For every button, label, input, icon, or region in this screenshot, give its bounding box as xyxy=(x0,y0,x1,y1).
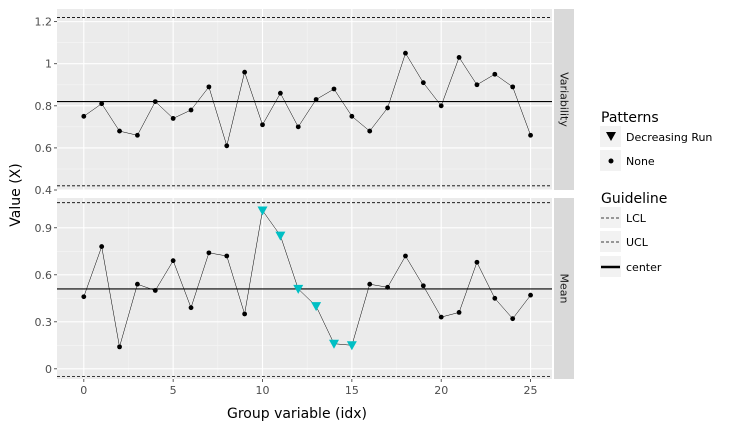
data-point xyxy=(438,103,444,109)
legend-patterns-title: Patterns xyxy=(601,110,659,126)
data-point xyxy=(135,132,140,138)
data-point xyxy=(510,316,516,322)
data-point xyxy=(99,244,105,249)
x-tick-label: 15 xyxy=(345,384,359,397)
data-point xyxy=(492,295,498,301)
data-point xyxy=(474,259,480,265)
strip-variability xyxy=(554,9,574,190)
strip-label: Variability xyxy=(558,72,571,127)
data-point xyxy=(170,116,176,121)
decreasing-run-point xyxy=(328,339,339,349)
y-tick-label: 0 xyxy=(45,363,52,376)
data-point xyxy=(456,55,462,60)
data-point xyxy=(420,283,426,289)
panels: 0.4 0.6 0.8 1 1.2 Variability 0 0.3 0.6 0.9 Mean 0 5… xyxy=(35,9,574,397)
x-tick-label: 0 xyxy=(80,384,87,397)
y-tick-label: 0.6 xyxy=(35,142,53,155)
y-tick-label: 0.4 xyxy=(35,184,53,197)
x-tick-label: 5 xyxy=(170,384,177,397)
y-tick-label: 0.9 xyxy=(35,222,53,235)
legend-none-label: None xyxy=(626,155,655,168)
data-point xyxy=(403,50,408,56)
data-point xyxy=(152,288,158,293)
x-axis-title: Group variable (idx) xyxy=(227,406,367,422)
data-point xyxy=(170,258,176,264)
panel-variability: 0.4 0.6 0.8 1 1.2 Variability xyxy=(35,9,574,197)
x-tick-label: 10 xyxy=(256,384,270,397)
y-tick-label: 1 xyxy=(45,58,52,71)
decreasing-run-point xyxy=(293,284,304,294)
data-point xyxy=(474,82,480,88)
data-point xyxy=(385,284,390,290)
data-point xyxy=(367,128,373,134)
data-point xyxy=(224,253,230,259)
y-axis-title: Value (X) xyxy=(8,163,24,226)
legend-none-marker xyxy=(608,158,614,164)
data-point xyxy=(367,281,373,287)
legend: Patterns Decreasing Run None Guideline L… xyxy=(600,110,712,277)
decreasing-run-point xyxy=(275,231,286,241)
data-point xyxy=(295,124,301,130)
legend-guideline-title: Guideline xyxy=(601,191,667,207)
legend-key-bg xyxy=(600,207,621,228)
decreasing-run-point xyxy=(257,206,268,216)
legend-lcl-label: LCL xyxy=(626,212,647,225)
data-point xyxy=(528,132,533,138)
data-point xyxy=(188,305,194,311)
panel-background xyxy=(57,9,552,190)
data-point xyxy=(242,69,248,75)
decreasing-run-point xyxy=(346,341,357,351)
data-point xyxy=(331,86,337,92)
data-point xyxy=(385,105,390,111)
data-point xyxy=(188,107,194,113)
data-point xyxy=(81,294,87,300)
data-point xyxy=(403,253,408,259)
data-point xyxy=(277,90,283,96)
data-point xyxy=(152,99,158,105)
data-point xyxy=(260,122,265,128)
strip-mean xyxy=(554,198,574,379)
series-line xyxy=(83,52,531,147)
data-point xyxy=(117,344,122,350)
x-tick-label: 25 xyxy=(524,384,538,397)
series-line xyxy=(83,209,531,347)
legend-key-bg xyxy=(600,231,621,252)
panel-mean: 0 0.3 0.6 0.9 Mean 0 5 10 15 20 25 xyxy=(35,198,574,397)
legend-decreasing-run-label: Decreasing Run xyxy=(626,131,712,144)
x-tick-label: 20 xyxy=(434,384,448,397)
data-point xyxy=(492,71,498,77)
data-point xyxy=(206,250,212,256)
data-point xyxy=(117,128,122,134)
data-point xyxy=(420,80,426,86)
data-point xyxy=(135,281,140,287)
legend-decreasing-run-marker xyxy=(606,132,616,141)
legend-center-label: center xyxy=(626,261,662,274)
data-point xyxy=(456,309,462,315)
data-point xyxy=(313,97,319,102)
y-tick-label: 0.6 xyxy=(35,269,53,282)
legend-ucl-label: UCL xyxy=(626,236,649,249)
data-point xyxy=(81,113,87,119)
data-point xyxy=(349,113,355,119)
data-point xyxy=(224,143,230,149)
data-point xyxy=(438,314,444,320)
y-tick-label: 0.3 xyxy=(35,316,53,329)
y-tick-label: 1.2 xyxy=(35,16,53,29)
data-point xyxy=(99,101,105,107)
data-point xyxy=(206,84,212,90)
y-tick-label: 0.8 xyxy=(35,100,53,113)
data-point xyxy=(528,292,533,298)
data-point xyxy=(510,84,516,90)
decreasing-run-point xyxy=(311,302,322,312)
strip-label: Mean xyxy=(558,274,571,304)
data-point xyxy=(242,311,248,317)
